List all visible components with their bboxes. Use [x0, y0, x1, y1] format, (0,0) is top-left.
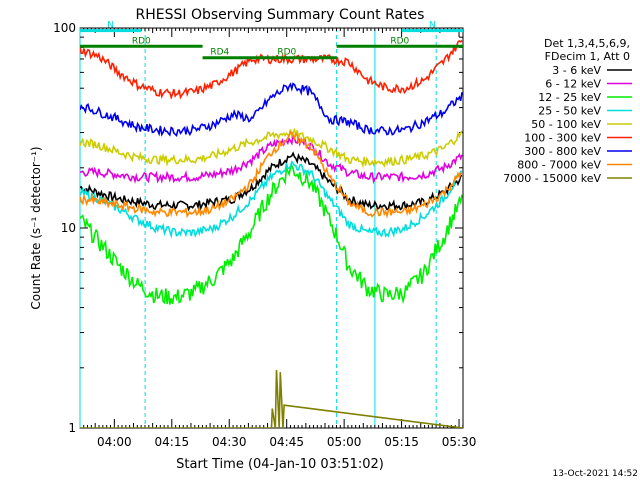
- x-tick-label: 05:30: [442, 435, 477, 449]
- series-line-3: [80, 160, 463, 239]
- legend-label-1: 6 - 12 keV: [545, 78, 601, 91]
- legend-label-2: 12 - 25 keV: [538, 91, 601, 104]
- series-line-5: [80, 39, 463, 100]
- x-tick-label: 04:15: [155, 435, 190, 449]
- series-line-7: [80, 130, 462, 219]
- x-tick-label: 04:00: [97, 435, 132, 449]
- plot-area: 1 10 100 04:00 04:15 04:30 04:45 05:00 05:15 05:3…: [53, 21, 476, 449]
- y-tick-label: 1: [68, 421, 76, 435]
- series-line-1: [80, 132, 463, 185]
- legend-label-4: 50 - 100 keV: [531, 118, 601, 131]
- annotation-label-2: RD0: [132, 36, 151, 46]
- legend-label-5: 100 - 300 keV: [524, 132, 601, 145]
- annotation-label-4: RD0: [390, 36, 409, 46]
- legend-label-8: 7000 - 15000 keV: [503, 172, 601, 185]
- series-line-2: [80, 164, 463, 305]
- y-tick-label: 10: [61, 221, 76, 235]
- series-line-6: [80, 82, 463, 137]
- annotation-label-5: RD4: [210, 48, 229, 58]
- y-tick-label: 100: [53, 21, 76, 35]
- timestamp: 13-Oct-2021 14:52: [553, 469, 638, 479]
- annotation-label-0: N: [107, 21, 114, 31]
- legend-label-7: 800 - 7000 keV: [517, 159, 601, 172]
- annotation-label-3: RD0: [277, 48, 296, 58]
- series-line-4: [80, 127, 463, 169]
- legend-label-0: 3 - 6 keV: [552, 64, 601, 77]
- legend-label-3: 25 - 50 keV: [538, 105, 601, 118]
- y-axis-label: Count Rate (s⁻¹ detector⁻¹): [29, 146, 43, 309]
- series-line-0: [80, 151, 463, 212]
- x-tick-label: 05:00: [327, 435, 362, 449]
- annotation-label-1: N: [429, 21, 436, 31]
- series-line-8: [80, 369, 463, 428]
- x-axis-label: Start Time (04-Jan-10 03:51:02): [176, 457, 384, 472]
- legend-header-line-1: Det 1,3,4,5,6,9,: [544, 37, 630, 50]
- x-tick-label: 04:45: [269, 435, 304, 449]
- x-tick-label: 04:30: [212, 435, 247, 449]
- legend-label-6: 300 - 800 keV: [524, 145, 601, 158]
- legend-header-line-2: FDecim 1, Att 0: [545, 50, 630, 63]
- x-tick-label: 05:15: [384, 435, 419, 449]
- chart-title: RHESSI Observing Summary Count Rates: [136, 7, 425, 23]
